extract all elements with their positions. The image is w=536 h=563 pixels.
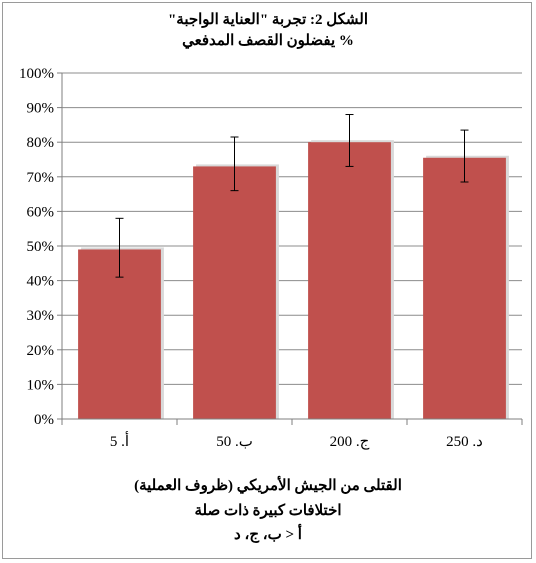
y-tick-label: 20% bbox=[27, 343, 55, 359]
y-tick-label: 70% bbox=[27, 170, 55, 186]
bar bbox=[193, 166, 276, 419]
x-tick-label: أ. 5 bbox=[110, 431, 129, 450]
y-tick-label: 80% bbox=[27, 135, 55, 151]
y-tick-label: 100% bbox=[19, 66, 54, 82]
x-tick-labels: أ. 5 ب. 50 ج. 200 د. 250 bbox=[110, 419, 483, 450]
bar bbox=[78, 249, 161, 419]
error-bars bbox=[115, 114, 469, 278]
x-tick-label: د. 250 bbox=[446, 434, 483, 450]
y-tick-labels: 0% 10% 20% 30% 40% 50% 60% 70% 80% 90% 100% bbox=[19, 66, 54, 428]
x-axis-label-line-2: اختلافات كبيرة ذات صلة bbox=[194, 503, 341, 519]
y-tick-label: 60% bbox=[27, 204, 55, 220]
bar bbox=[423, 157, 506, 419]
y-tick-label: 10% bbox=[27, 377, 55, 393]
x-axis-label-line-1: القتلى من الجيش الأمريكي (ظروف العملية) bbox=[134, 475, 402, 495]
y-tick-label: 0% bbox=[34, 412, 54, 428]
bars bbox=[78, 140, 509, 419]
chart-title: الشكل 2: تجربة "العناية الواجبة" bbox=[168, 12, 368, 28]
x-tick-label: ب. 50 bbox=[216, 434, 253, 450]
bar bbox=[308, 142, 391, 419]
y-tick-label: 50% bbox=[27, 239, 55, 255]
y-tick-label: 30% bbox=[27, 308, 55, 324]
y-tick-label: 40% bbox=[27, 274, 55, 290]
chart-subtitle: % يفضلون القصف المدفعي bbox=[182, 33, 354, 50]
x-tick-label: ج. 200 bbox=[330, 434, 370, 450]
x-axis-label-line-3: أ < ب، ج، د bbox=[234, 523, 302, 543]
y-tick-label: 90% bbox=[27, 101, 55, 117]
